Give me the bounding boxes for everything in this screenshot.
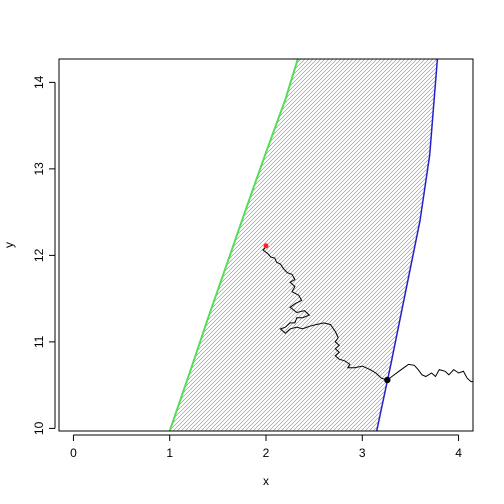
plot-area <box>168 59 473 431</box>
start-point <box>263 243 269 249</box>
y-tick-label: 12 <box>32 248 46 262</box>
path-line <box>262 246 473 383</box>
y-tick-label: 13 <box>32 162 46 176</box>
feasible-band <box>169 59 438 431</box>
x-axis-title: x <box>263 474 269 488</box>
x-tick-label: 2 <box>263 446 270 460</box>
end-point <box>384 376 391 384</box>
x-tick-label: 1 <box>166 446 173 460</box>
right-boundary-line <box>375 59 439 431</box>
y-tick-label: 10 <box>32 421 46 435</box>
plot-frame <box>58 58 474 432</box>
y-tick-label: 11 <box>32 335 46 348</box>
x-tick-label: 0 <box>70 446 77 460</box>
y-tick-label: 14 <box>32 75 46 89</box>
left-boundary-line <box>168 59 299 431</box>
x-tick-label: 4 <box>455 446 462 460</box>
x-tick-label: 3 <box>359 446 366 460</box>
y-axis-title: y <box>2 242 16 248</box>
